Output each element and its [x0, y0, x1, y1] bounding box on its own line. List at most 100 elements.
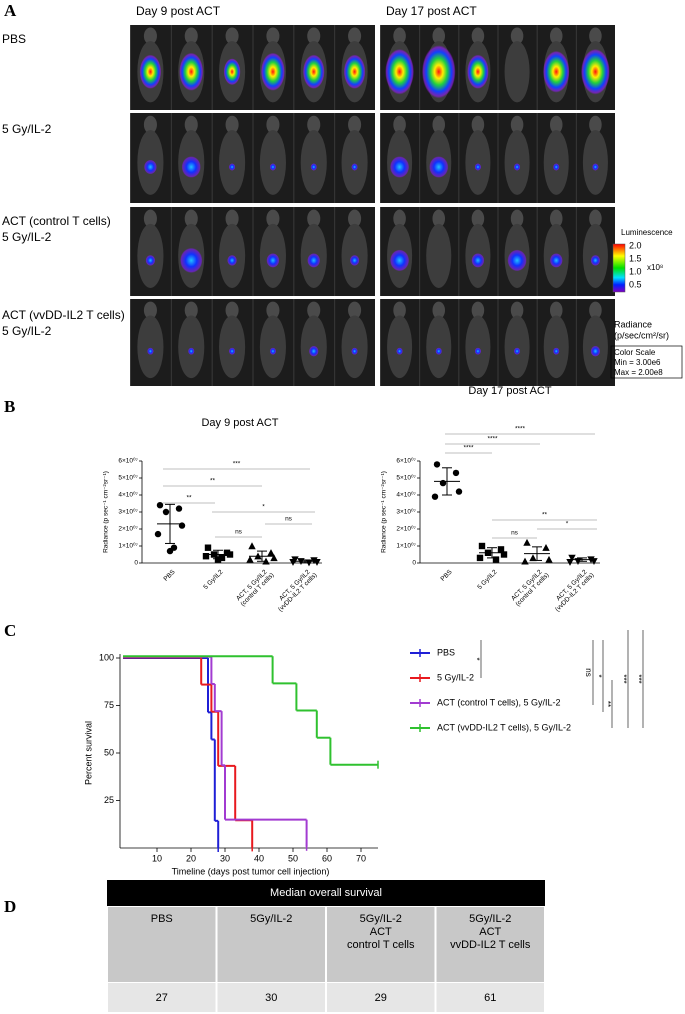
x-tick-label: 60	[322, 853, 332, 863]
cage-divider	[575, 113, 577, 203]
signal	[467, 54, 489, 89]
cage-divider	[536, 25, 538, 110]
mouse-head	[225, 209, 239, 228]
signal	[513, 347, 521, 355]
error-bar	[257, 550, 267, 562]
data-point	[246, 555, 254, 563]
mouse-head	[510, 209, 524, 228]
data-point	[204, 544, 212, 551]
mouse-body	[426, 315, 452, 379]
mouse-body	[465, 130, 491, 195]
signal	[507, 249, 527, 272]
signal	[179, 52, 204, 91]
mouse-head	[184, 27, 198, 45]
mouse-body	[504, 41, 530, 103]
x-tick-label: 5 Gy/IL2	[202, 568, 225, 591]
signal	[307, 253, 321, 268]
header-cell	[327, 907, 435, 982]
cage-divider	[419, 299, 421, 386]
signal	[389, 249, 410, 272]
table-title: Median overall survival	[270, 887, 382, 899]
scale-box	[610, 345, 683, 379]
panel-letter: B	[4, 397, 15, 416]
data-point	[542, 544, 550, 551]
y-tick-label: 0	[134, 560, 138, 567]
mouse-head	[471, 209, 485, 228]
signal	[513, 163, 521, 171]
y-tick-label: 3×10⁰⁷	[396, 508, 416, 516]
mouse-body	[259, 130, 286, 195]
row-label: PBS	[2, 32, 26, 46]
table-title-bg	[107, 880, 545, 906]
mouse-body	[219, 315, 246, 379]
header-text: PBS	[151, 913, 173, 925]
signal	[227, 255, 237, 266]
mouse-head	[225, 301, 239, 320]
cage-divider	[211, 299, 213, 386]
error-bar	[442, 467, 452, 496]
panel-letter: D	[4, 897, 16, 916]
mouse-body	[543, 130, 569, 195]
cage-divider	[334, 25, 336, 110]
y-axis-label: Radiance (p sec⁻¹ cm⁻²sr⁻¹)	[103, 471, 110, 553]
y-tick-label: 3×10⁰⁷	[118, 508, 138, 516]
header-text: control T cells	[347, 939, 415, 951]
cage-divider	[497, 113, 499, 203]
header-text: 5Gy/IL-2	[250, 913, 292, 925]
x-tick-label: PBS	[162, 568, 177, 583]
mouse-body	[426, 223, 452, 288]
signal	[266, 253, 280, 268]
signal	[590, 255, 601, 266]
mouse-head	[393, 115, 406, 134]
data-point	[566, 558, 574, 566]
row-label: ACT (vvDD-IL2 T cells)	[2, 308, 125, 322]
cage-divider	[536, 207, 538, 296]
cage-divider	[575, 207, 577, 296]
signal	[385, 48, 414, 95]
comparison-label: ****	[463, 445, 474, 452]
signal	[181, 156, 201, 178]
mouse-body	[465, 315, 491, 379]
body-text: 27	[156, 992, 168, 1004]
mouse-body	[504, 315, 530, 379]
cage-divider	[458, 207, 460, 296]
data-point	[431, 493, 439, 500]
panel-letter: C	[4, 621, 16, 640]
bioluminescence-image	[380, 299, 615, 386]
cage-divider	[458, 25, 460, 110]
scale-tick: 1.5	[629, 253, 642, 263]
mouse-head	[549, 115, 563, 134]
column-title: Day 17 post ACT	[386, 4, 477, 18]
cage-divider	[211, 25, 213, 110]
y-axis-label: Radiance (p sec⁻¹ cm⁻²sr⁻¹)	[381, 471, 388, 553]
mouse-head	[143, 209, 157, 228]
data-point	[248, 542, 256, 550]
data-point	[439, 479, 447, 487]
mouse-head	[266, 115, 280, 134]
header-text: ACT	[479, 926, 501, 938]
y-tick-label: 5×10⁰⁷	[118, 474, 138, 482]
cage-divider	[458, 299, 460, 386]
y-tick-label: 75	[104, 700, 114, 710]
mouse-head	[589, 115, 602, 134]
signal	[269, 163, 277, 171]
y-tick-label: 0	[412, 560, 416, 567]
signal	[474, 163, 482, 171]
mouse-head	[510, 115, 524, 134]
row-label: 5 Gy/IL-2	[2, 122, 52, 136]
data-point	[218, 554, 226, 562]
x-tick-label: 50	[288, 853, 298, 863]
cage-divider	[130, 25, 131, 110]
mouse-head	[184, 209, 198, 228]
signal	[543, 50, 570, 93]
cage-divider	[170, 299, 172, 386]
cage-divider	[419, 113, 421, 203]
body-cell	[217, 983, 325, 1012]
row-label: 5 Gy/IL-2	[2, 230, 52, 244]
cage-divider	[293, 25, 295, 110]
bioluminescence-image	[380, 207, 615, 296]
mouse-body	[259, 315, 286, 379]
mouse-head	[393, 209, 406, 228]
y-tick-label: 1×10⁰⁷	[396, 542, 416, 550]
mouse-head	[510, 301, 524, 320]
